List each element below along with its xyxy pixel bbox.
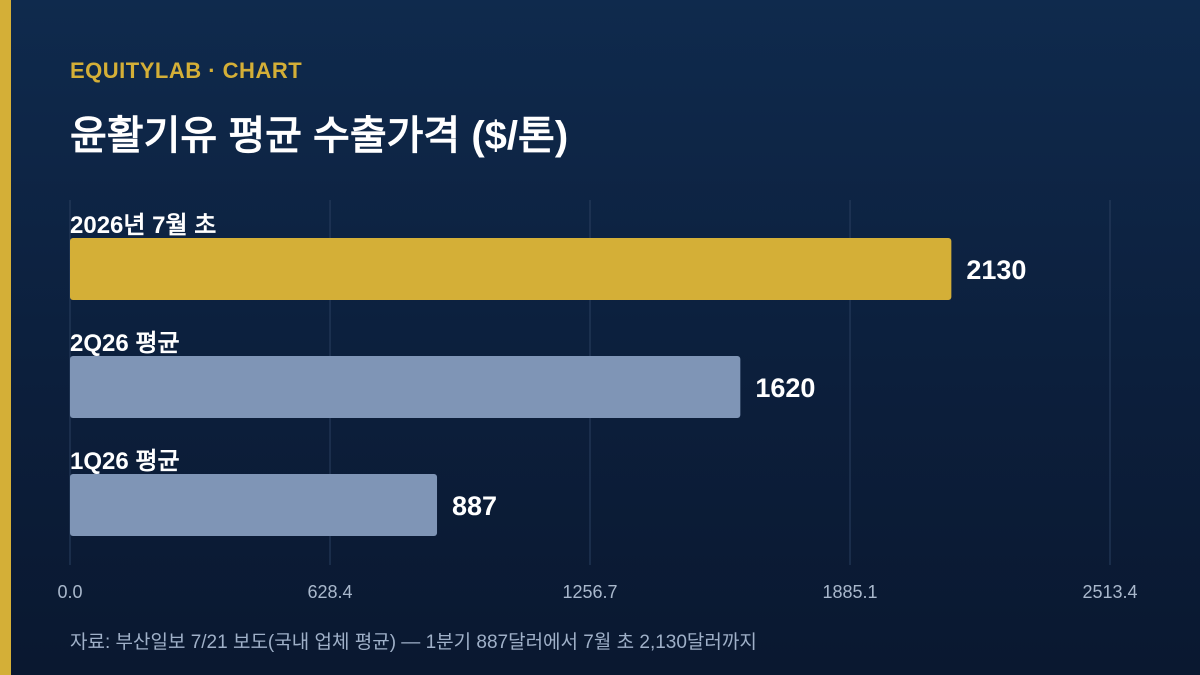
x-tick-label: 1256.7 [562, 582, 617, 602]
x-tick-label: 628.4 [307, 582, 352, 602]
value-label: 1620 [755, 373, 815, 403]
x-tick-label: 0.0 [57, 582, 82, 602]
bar [70, 356, 741, 418]
x-tick-label: 2513.4 [1082, 582, 1137, 602]
category-label: 2026년 7월 초 [70, 212, 216, 239]
bar [70, 474, 438, 536]
category-label: 2Q26 평균 [70, 330, 180, 357]
value-label: 2130 [966, 255, 1026, 285]
brand-label: EQUITYLAB · CHART [70, 58, 303, 83]
category-label: 1Q26 평균 [70, 448, 180, 475]
value-label: 887 [452, 491, 497, 521]
x-tick-label: 1885.1 [822, 582, 877, 602]
bar [70, 238, 952, 300]
chart-title: 윤활기유 평균 수출가격 ($/톤) [70, 114, 569, 158]
accent-bar [0, 0, 11, 675]
source-footnote: 자료: 부산일보 7/21 보도(국내 업체 평균) — 1분기 887달러에서… [70, 632, 757, 653]
